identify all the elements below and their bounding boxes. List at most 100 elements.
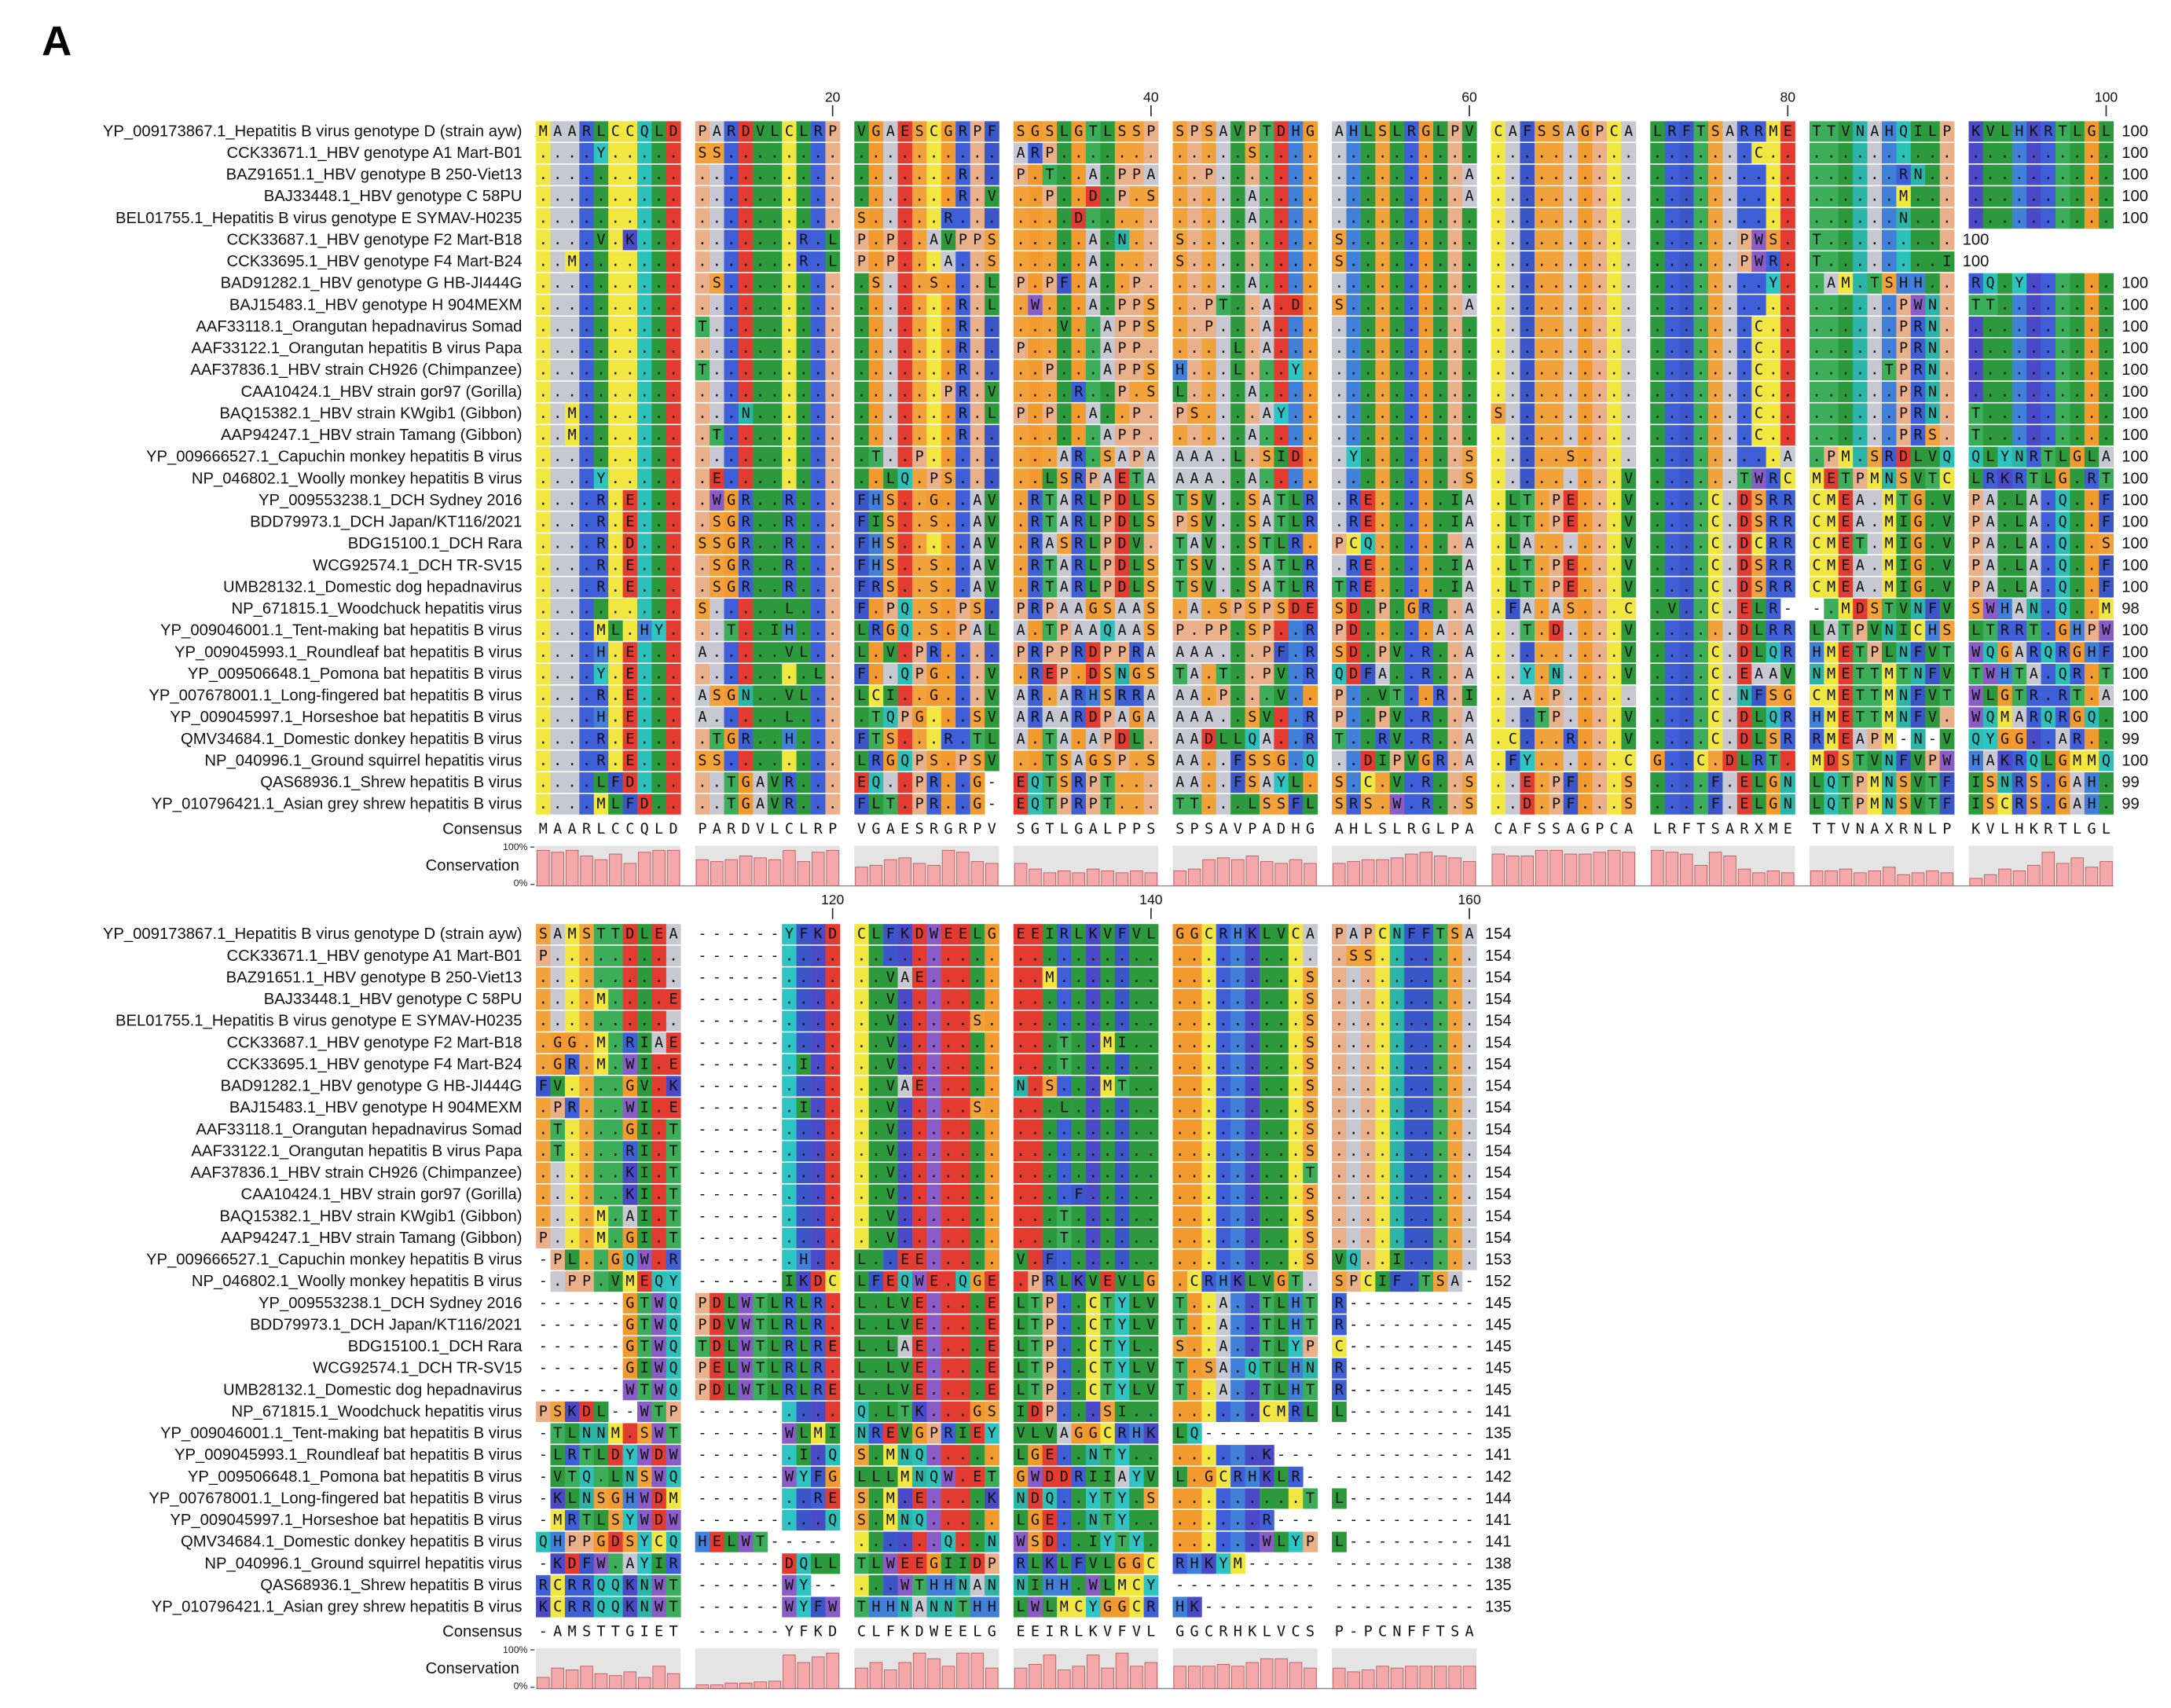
residue-cell bbox=[1085, 251, 1101, 273]
residue-cell bbox=[2011, 273, 2027, 294]
residue-cell bbox=[724, 273, 739, 294]
residue-cell bbox=[1780, 186, 1795, 207]
residue-cell bbox=[2070, 273, 2085, 294]
residue-cell bbox=[796, 121, 812, 142]
residue-cell bbox=[1664, 229, 1680, 251]
conservation-bar bbox=[1854, 872, 1867, 886]
residue-cell bbox=[1143, 295, 1159, 316]
residue-cell bbox=[1360, 338, 1376, 359]
sequence-length: 100 bbox=[2121, 492, 2148, 509]
residue-cell bbox=[767, 316, 783, 338]
residue-cell bbox=[1607, 229, 1622, 251]
sequence-length: 98 bbox=[2121, 600, 2140, 618]
residue-cell bbox=[926, 121, 942, 142]
residue-cell bbox=[1491, 229, 1506, 251]
sequence-name: YP_009553238.1_DCH Sydney 2016 bbox=[259, 492, 523, 509]
residue-cell bbox=[1549, 207, 1564, 229]
conservation-bar bbox=[1390, 857, 1404, 886]
residue-cell bbox=[637, 229, 652, 251]
residue-cell bbox=[1722, 338, 1738, 359]
conservation-bar bbox=[2085, 867, 2099, 886]
sequence-name: WCG92574.1_DCH TR-SV15 bbox=[313, 557, 522, 574]
residue-cell bbox=[1968, 164, 1984, 185]
residue-cell bbox=[1578, 295, 1593, 316]
residue-cell bbox=[1881, 186, 1897, 207]
sequence-name: AAF37836.1_HBV strain CH926 (Chimpanzee) bbox=[190, 361, 522, 379]
residue-cell bbox=[579, 338, 595, 359]
residue-cell bbox=[1201, 207, 1217, 229]
residue-cell bbox=[1766, 273, 1781, 294]
residue-cell bbox=[1780, 316, 1795, 338]
residue-cell bbox=[1520, 142, 1535, 164]
residue-cell bbox=[1520, 295, 1535, 316]
residue-cell bbox=[2099, 121, 2114, 142]
residue-cell bbox=[1230, 121, 1245, 142]
position-tick-label: 40 bbox=[1143, 89, 1159, 104]
residue-cell bbox=[1042, 142, 1058, 164]
conservation-bar bbox=[927, 864, 941, 886]
conservation-bar bbox=[1130, 870, 1143, 886]
residue-cell bbox=[1404, 295, 1419, 316]
residue-cell bbox=[1505, 273, 1520, 294]
residue-cell bbox=[637, 207, 652, 229]
residue-cell bbox=[2084, 207, 2099, 229]
residue-cell bbox=[1881, 229, 1897, 251]
residue-cell bbox=[1085, 164, 1101, 185]
residue-cell bbox=[1766, 207, 1781, 229]
residue-cell bbox=[985, 360, 999, 381]
residue-cell bbox=[1722, 186, 1738, 207]
residue-cell bbox=[1433, 121, 1448, 142]
residue-cell bbox=[941, 121, 956, 142]
residue-cell bbox=[1114, 207, 1130, 229]
residue-cell bbox=[985, 186, 999, 207]
residue-cell bbox=[651, 295, 667, 316]
residue-cell bbox=[753, 229, 768, 251]
residue-cell bbox=[1809, 186, 1824, 207]
residue-cell bbox=[1447, 251, 1463, 273]
residue-cell bbox=[1028, 295, 1043, 316]
residue-cell bbox=[1838, 164, 1854, 185]
residue-cell bbox=[1722, 142, 1738, 164]
residue-cell bbox=[564, 295, 580, 316]
sequence-name: UMB28132.1_Domestic dog hepadnavirus bbox=[223, 578, 522, 596]
conservation-bar bbox=[826, 849, 839, 886]
residue-cell bbox=[579, 316, 595, 338]
residue-cell bbox=[1664, 251, 1680, 273]
residue-cell bbox=[1751, 273, 1766, 294]
residue-cell bbox=[811, 295, 826, 316]
residue-cell bbox=[1939, 229, 1955, 251]
residue-cell bbox=[710, 360, 724, 381]
residue-cell bbox=[1346, 338, 1362, 359]
residue-cell bbox=[536, 316, 551, 338]
residue-cell bbox=[796, 251, 812, 273]
residue-cell bbox=[710, 207, 724, 229]
residue-cell bbox=[593, 142, 609, 164]
residue-cell bbox=[1042, 316, 1058, 338]
residue-cell bbox=[536, 295, 551, 316]
residue-cell bbox=[1693, 121, 1709, 142]
residue-cell bbox=[970, 338, 985, 359]
residue-cell bbox=[941, 251, 956, 273]
residue-cell bbox=[926, 273, 942, 294]
residue-cell bbox=[1201, 273, 1217, 294]
residue-cell bbox=[941, 316, 956, 338]
residue-cell bbox=[1607, 121, 1622, 142]
sequence-length: 135 bbox=[1485, 1577, 1512, 1594]
residue-cell bbox=[1332, 164, 1347, 185]
residue-cell bbox=[738, 186, 754, 207]
sequence-name: YP_010796421.1_Asian grey shrew hepatiti… bbox=[152, 796, 523, 813]
conservation-bar bbox=[1014, 863, 1028, 886]
residue-cell bbox=[1057, 338, 1072, 359]
sequence-name: NP_046802.1_Woolly monkey hepatitis B vi… bbox=[192, 1273, 523, 1290]
residue-cell bbox=[550, 316, 566, 338]
residue-cell bbox=[2055, 164, 2070, 185]
conservation-bar bbox=[884, 859, 897, 886]
sequence-name: YP_009045997.1_Horseshoe bat hepatitis B… bbox=[170, 1512, 522, 1529]
residue-cell bbox=[536, 207, 551, 229]
residue-cell bbox=[1389, 316, 1405, 338]
residue-cell bbox=[1707, 273, 1723, 294]
residue-cell bbox=[1679, 121, 1694, 142]
residue-cell bbox=[536, 251, 551, 273]
residue-cell bbox=[985, 142, 999, 164]
sequence-residues: .......... .......... .T..P..... ...AR.S… bbox=[539, 449, 2110, 465]
